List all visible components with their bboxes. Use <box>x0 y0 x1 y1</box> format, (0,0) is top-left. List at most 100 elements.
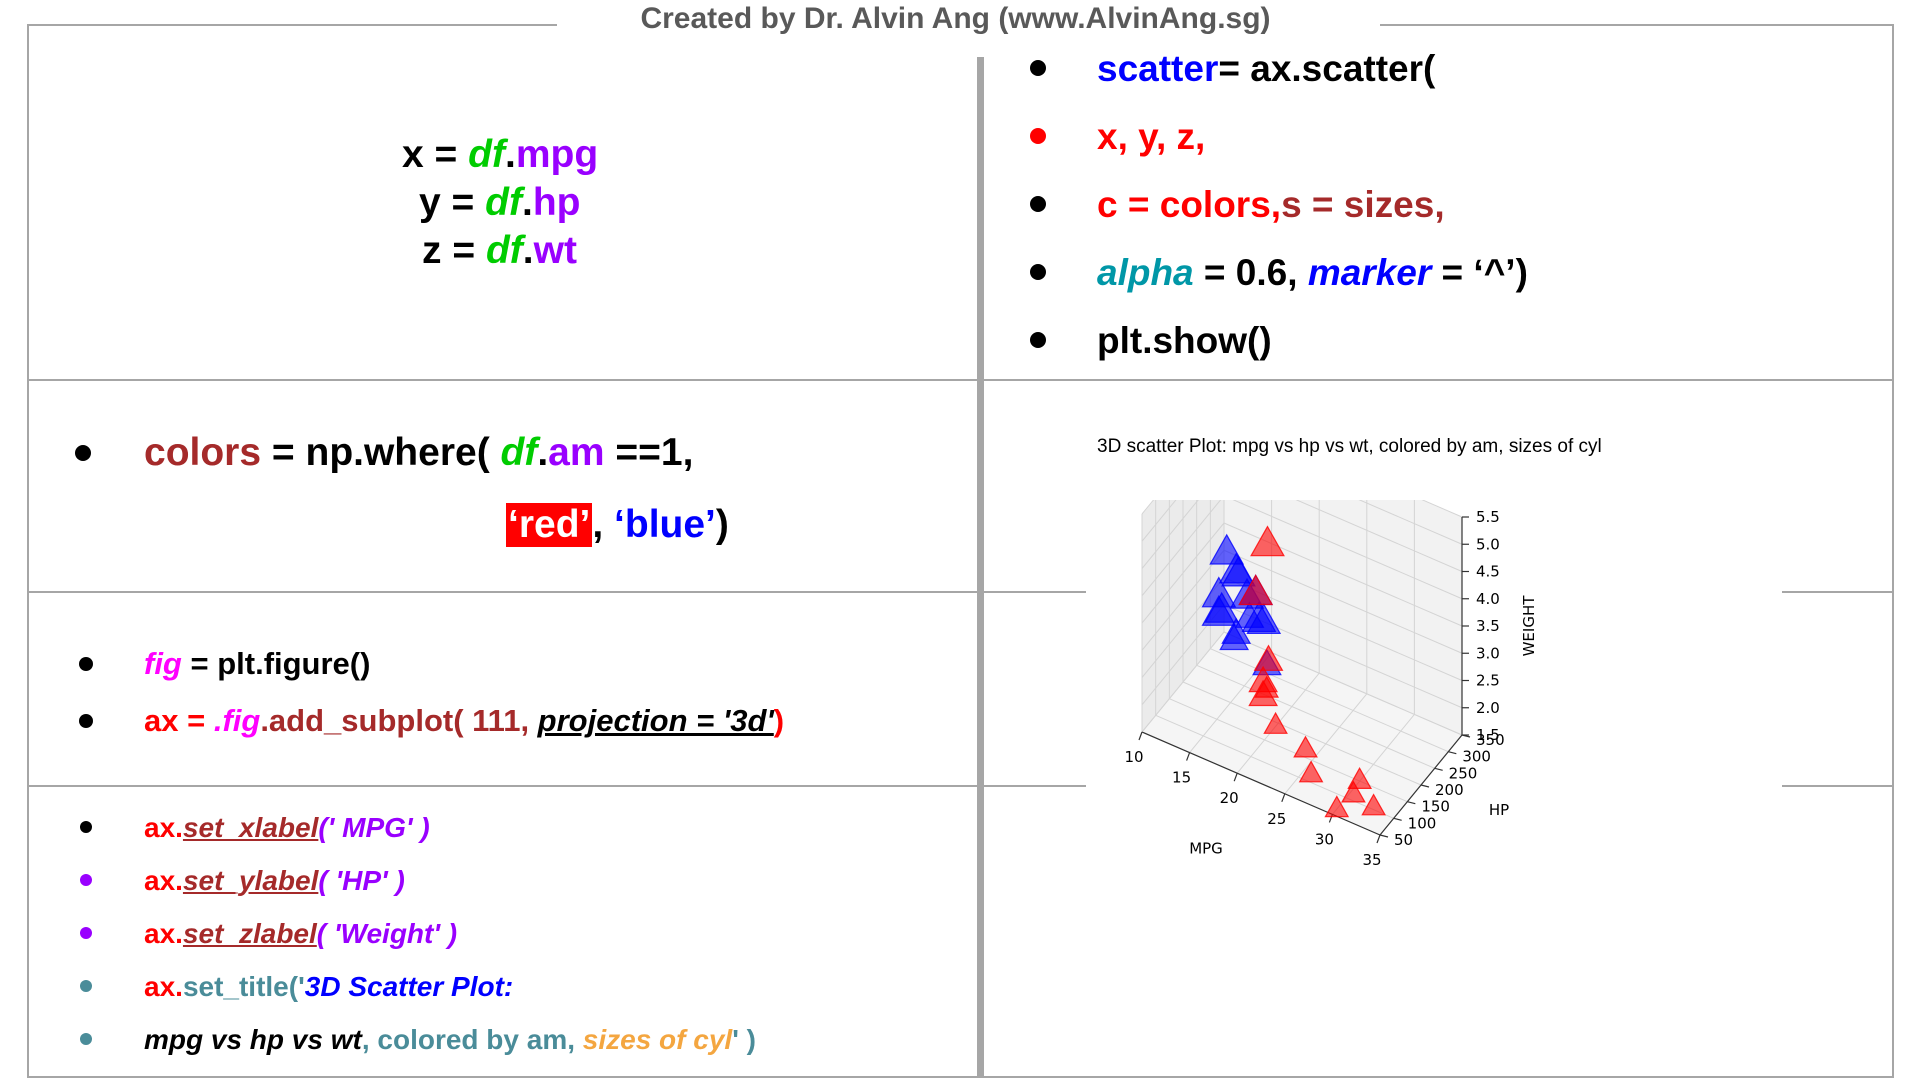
z-tick-label: 1.5 <box>1476 726 1500 744</box>
x-tick-label: 35 <box>1362 851 1381 869</box>
assign-y-line: y = df.hp <box>419 181 581 224</box>
x-tick <box>1281 793 1286 803</box>
scatter-line-2: x, y, z, <box>1097 116 1206 157</box>
y-tick-label: 300 <box>1462 748 1491 766</box>
data-point <box>1253 644 1284 671</box>
data-point <box>1221 617 1252 644</box>
x-tick-label: 20 <box>1220 789 1239 807</box>
data-point <box>1341 780 1366 803</box>
bullet <box>80 821 92 833</box>
data-point <box>1234 601 1265 628</box>
y-tick-label: 200 <box>1435 781 1464 799</box>
row-divider-3-right-b <box>1782 785 1894 787</box>
x-tick-label: 10 <box>1124 748 1143 766</box>
chart-points <box>1201 525 1387 818</box>
grid-line <box>1182 681 1422 786</box>
chart-title: 3D scatter Plot: mpg vs hp vs wt, colore… <box>1097 436 1602 457</box>
row-divider-2-left <box>27 591 977 593</box>
assign-z-line: z = df.wt <box>422 229 577 272</box>
y-tick-label: 250 <box>1449 764 1478 782</box>
grid-line <box>1141 549 1225 651</box>
fig-line: fig = plt.figure() <box>144 646 371 681</box>
x-tick <box>1233 772 1238 782</box>
z-tick-label: 4.0 <box>1476 590 1500 608</box>
bullet <box>1030 332 1046 348</box>
scatter-line-5: plt.show() <box>1097 320 1272 361</box>
y-tick-label: 150 <box>1421 798 1450 816</box>
frame-top-right <box>1380 24 1894 26</box>
data-point <box>1263 711 1288 734</box>
grid-line <box>1358 500 1463 545</box>
grid-line <box>1223 549 1463 654</box>
data-point <box>1238 574 1274 606</box>
frame-bottom <box>27 1076 1894 1078</box>
grid-line <box>1210 648 1449 753</box>
grid-line <box>1141 522 1225 624</box>
data-point <box>1254 675 1280 698</box>
grid-line <box>1232 500 1463 600</box>
z-tick-label: 2.0 <box>1476 699 1500 717</box>
row-divider-1 <box>27 379 1894 381</box>
grid-line <box>1141 500 1222 597</box>
ylabel-line: ax. set_ylabel( 'HP' ) <box>144 865 405 896</box>
y-tick <box>1393 817 1402 821</box>
data-point <box>1293 735 1318 758</box>
bullet <box>75 445 91 461</box>
assign-x-line: x = df.mpg <box>402 133 599 176</box>
grid-line <box>1196 664 1435 769</box>
title-line-1: ax. set_title(' 3D Scatter Plot: <box>144 971 514 1002</box>
colors-line-1: colors = np.where( df. am ==1, <box>144 431 694 474</box>
frame-top-left <box>27 24 557 26</box>
y-tick-label: 100 <box>1408 814 1437 832</box>
bullet <box>1030 196 1046 212</box>
data-point <box>1250 525 1285 557</box>
z-tick-label: 4.5 <box>1476 563 1500 581</box>
frame-right <box>1892 24 1894 1078</box>
title-line-2: mpg vs hp vs wt, colored by am, sizes of… <box>144 1024 756 1055</box>
bullet <box>80 927 92 939</box>
bullet <box>80 874 92 886</box>
z-axis-label: WEIGHT <box>1520 595 1538 657</box>
y-tick-label: 50 <box>1394 831 1413 849</box>
row-divider-3-left <box>27 785 977 787</box>
data-point <box>1324 795 1350 818</box>
y-tick <box>1379 834 1389 838</box>
y-axis-label: HP <box>1489 801 1509 819</box>
x-tick <box>1138 731 1143 741</box>
bullet <box>1030 128 1046 144</box>
z-tick-label: 5.0 <box>1476 535 1500 553</box>
x-tick-label: 15 <box>1172 769 1191 787</box>
x-tick-label: 25 <box>1267 810 1286 828</box>
row-divider-2-right-a <box>984 591 1086 593</box>
center-divider <box>977 57 984 1078</box>
data-point <box>1204 591 1240 623</box>
x-tick-label: 30 <box>1315 830 1334 848</box>
grid-line <box>1141 500 1199 569</box>
data-point <box>1361 793 1387 816</box>
y-tick <box>1420 784 1430 788</box>
zlabel-line: ax. set_zlabel( 'Weight' ) <box>144 918 458 949</box>
bullet <box>79 714 93 728</box>
y-tick <box>1407 801 1416 805</box>
grid-line <box>1223 631 1463 736</box>
author-credit: Created by Dr. Alvin Ang (www.AlvinAng.s… <box>640 2 1271 35</box>
x-axis-line <box>1141 731 1381 836</box>
bullet <box>80 1033 92 1045</box>
y-tick <box>1434 767 1443 771</box>
grid-line <box>1295 500 1463 572</box>
z-tick-label: 3.0 <box>1476 644 1500 662</box>
data-point <box>1298 760 1324 783</box>
y-tick-label: 350 <box>1476 731 1505 749</box>
scatter-line-4: alpha = 0.6, marker = ‘^’) <box>1097 252 1528 293</box>
xlabel-line: ax. set_xlabel (' MPG' ) <box>144 812 430 843</box>
grid-line <box>1141 500 1177 542</box>
frame-left <box>27 24 29 1078</box>
bullet <box>79 657 93 671</box>
colors-line-2: ‘red’, ‘blue’) <box>506 503 729 547</box>
row-divider-3-right-a <box>984 785 1086 787</box>
z-tick-label: 3.5 <box>1476 617 1500 635</box>
z-tick-label: 2.5 <box>1476 672 1500 690</box>
bullet <box>80 980 92 992</box>
